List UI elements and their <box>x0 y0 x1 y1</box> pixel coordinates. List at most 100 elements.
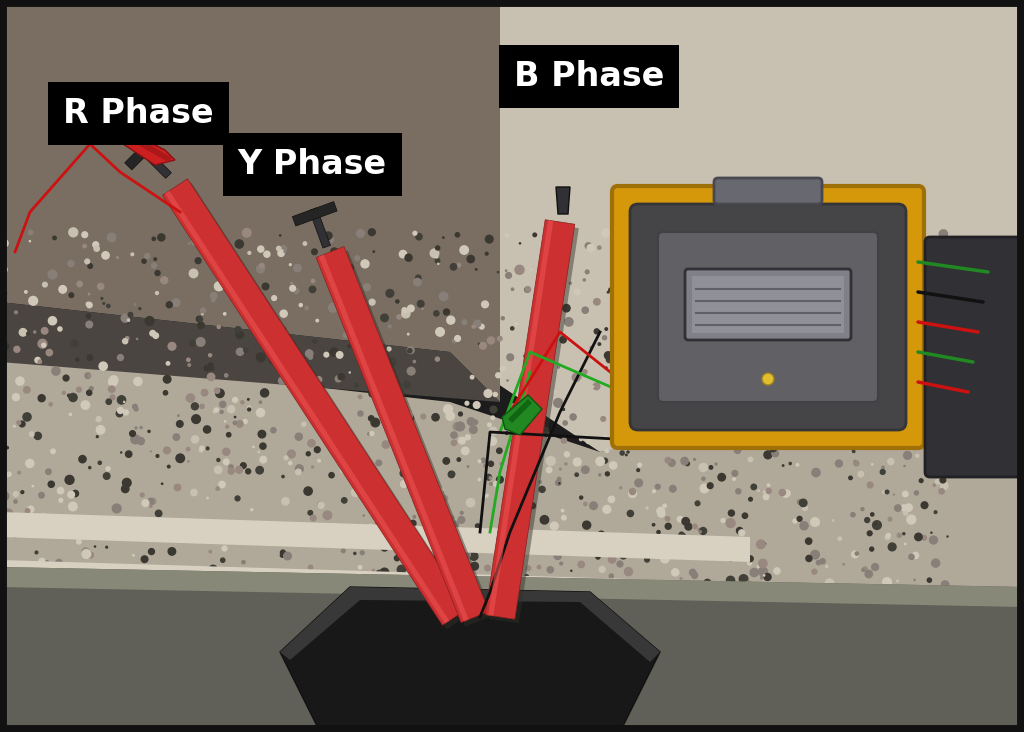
Circle shape <box>705 283 713 291</box>
Circle shape <box>429 485 436 491</box>
Circle shape <box>724 309 729 314</box>
Circle shape <box>614 384 622 392</box>
Circle shape <box>901 326 905 331</box>
Circle shape <box>888 458 894 465</box>
Circle shape <box>305 306 308 310</box>
Circle shape <box>772 351 780 359</box>
Circle shape <box>802 288 805 291</box>
Circle shape <box>98 586 102 591</box>
Circle shape <box>679 534 686 540</box>
Circle shape <box>866 309 871 314</box>
Circle shape <box>624 438 629 442</box>
Circle shape <box>308 565 312 569</box>
Circle shape <box>381 314 388 321</box>
Circle shape <box>236 466 243 473</box>
Circle shape <box>922 290 926 294</box>
Circle shape <box>863 567 867 572</box>
Circle shape <box>718 313 721 315</box>
Circle shape <box>81 401 89 409</box>
Circle shape <box>756 622 763 630</box>
Circle shape <box>582 307 589 313</box>
Circle shape <box>713 408 720 415</box>
Circle shape <box>722 387 729 394</box>
Circle shape <box>668 264 670 267</box>
Circle shape <box>904 543 906 545</box>
Circle shape <box>561 509 564 512</box>
Circle shape <box>276 247 281 250</box>
Circle shape <box>621 451 625 455</box>
Circle shape <box>219 482 225 488</box>
Circle shape <box>518 613 526 621</box>
Circle shape <box>488 437 497 445</box>
Circle shape <box>897 580 898 582</box>
Circle shape <box>290 264 291 266</box>
Circle shape <box>901 346 904 349</box>
Circle shape <box>79 455 86 463</box>
Circle shape <box>521 643 524 646</box>
Circle shape <box>187 460 189 462</box>
Circle shape <box>110 395 115 400</box>
Circle shape <box>408 305 414 312</box>
Circle shape <box>524 288 529 292</box>
Circle shape <box>642 589 650 598</box>
Circle shape <box>475 599 476 600</box>
Circle shape <box>522 639 526 643</box>
Circle shape <box>814 406 823 414</box>
Circle shape <box>867 531 872 536</box>
Circle shape <box>88 602 89 603</box>
Circle shape <box>39 662 41 665</box>
Circle shape <box>80 699 85 704</box>
Circle shape <box>755 266 760 271</box>
Circle shape <box>686 634 695 643</box>
Circle shape <box>179 654 184 660</box>
Circle shape <box>212 298 215 302</box>
Circle shape <box>293 694 301 702</box>
Circle shape <box>86 302 89 305</box>
Circle shape <box>902 491 908 497</box>
Circle shape <box>899 633 903 638</box>
Circle shape <box>574 289 581 294</box>
Circle shape <box>699 296 702 299</box>
Circle shape <box>256 353 265 362</box>
Circle shape <box>798 632 804 638</box>
Circle shape <box>630 488 636 495</box>
Circle shape <box>656 531 660 534</box>
Circle shape <box>65 673 73 681</box>
Circle shape <box>459 437 465 444</box>
Circle shape <box>645 297 648 300</box>
Circle shape <box>471 676 479 684</box>
Circle shape <box>46 469 51 474</box>
Circle shape <box>66 475 74 485</box>
Circle shape <box>387 347 391 351</box>
Circle shape <box>783 610 790 616</box>
Circle shape <box>696 539 702 545</box>
Circle shape <box>284 250 286 253</box>
Circle shape <box>615 359 621 365</box>
Circle shape <box>65 627 70 632</box>
Circle shape <box>429 598 436 605</box>
Circle shape <box>467 255 474 263</box>
Circle shape <box>387 632 389 635</box>
Circle shape <box>248 406 251 409</box>
Circle shape <box>164 391 168 395</box>
Circle shape <box>821 685 824 688</box>
Circle shape <box>197 337 205 346</box>
Circle shape <box>637 425 646 434</box>
Circle shape <box>196 258 201 264</box>
Circle shape <box>27 332 30 335</box>
Circle shape <box>403 411 413 420</box>
Circle shape <box>58 671 59 673</box>
Circle shape <box>905 673 906 674</box>
Circle shape <box>909 554 914 559</box>
Circle shape <box>825 565 827 567</box>
Circle shape <box>148 548 155 555</box>
Circle shape <box>796 340 802 346</box>
Circle shape <box>82 550 91 559</box>
Circle shape <box>228 468 234 474</box>
Circle shape <box>394 556 399 561</box>
Circle shape <box>136 338 137 340</box>
Circle shape <box>708 425 710 427</box>
Circle shape <box>515 466 522 472</box>
Circle shape <box>410 520 416 526</box>
Circle shape <box>551 542 555 546</box>
